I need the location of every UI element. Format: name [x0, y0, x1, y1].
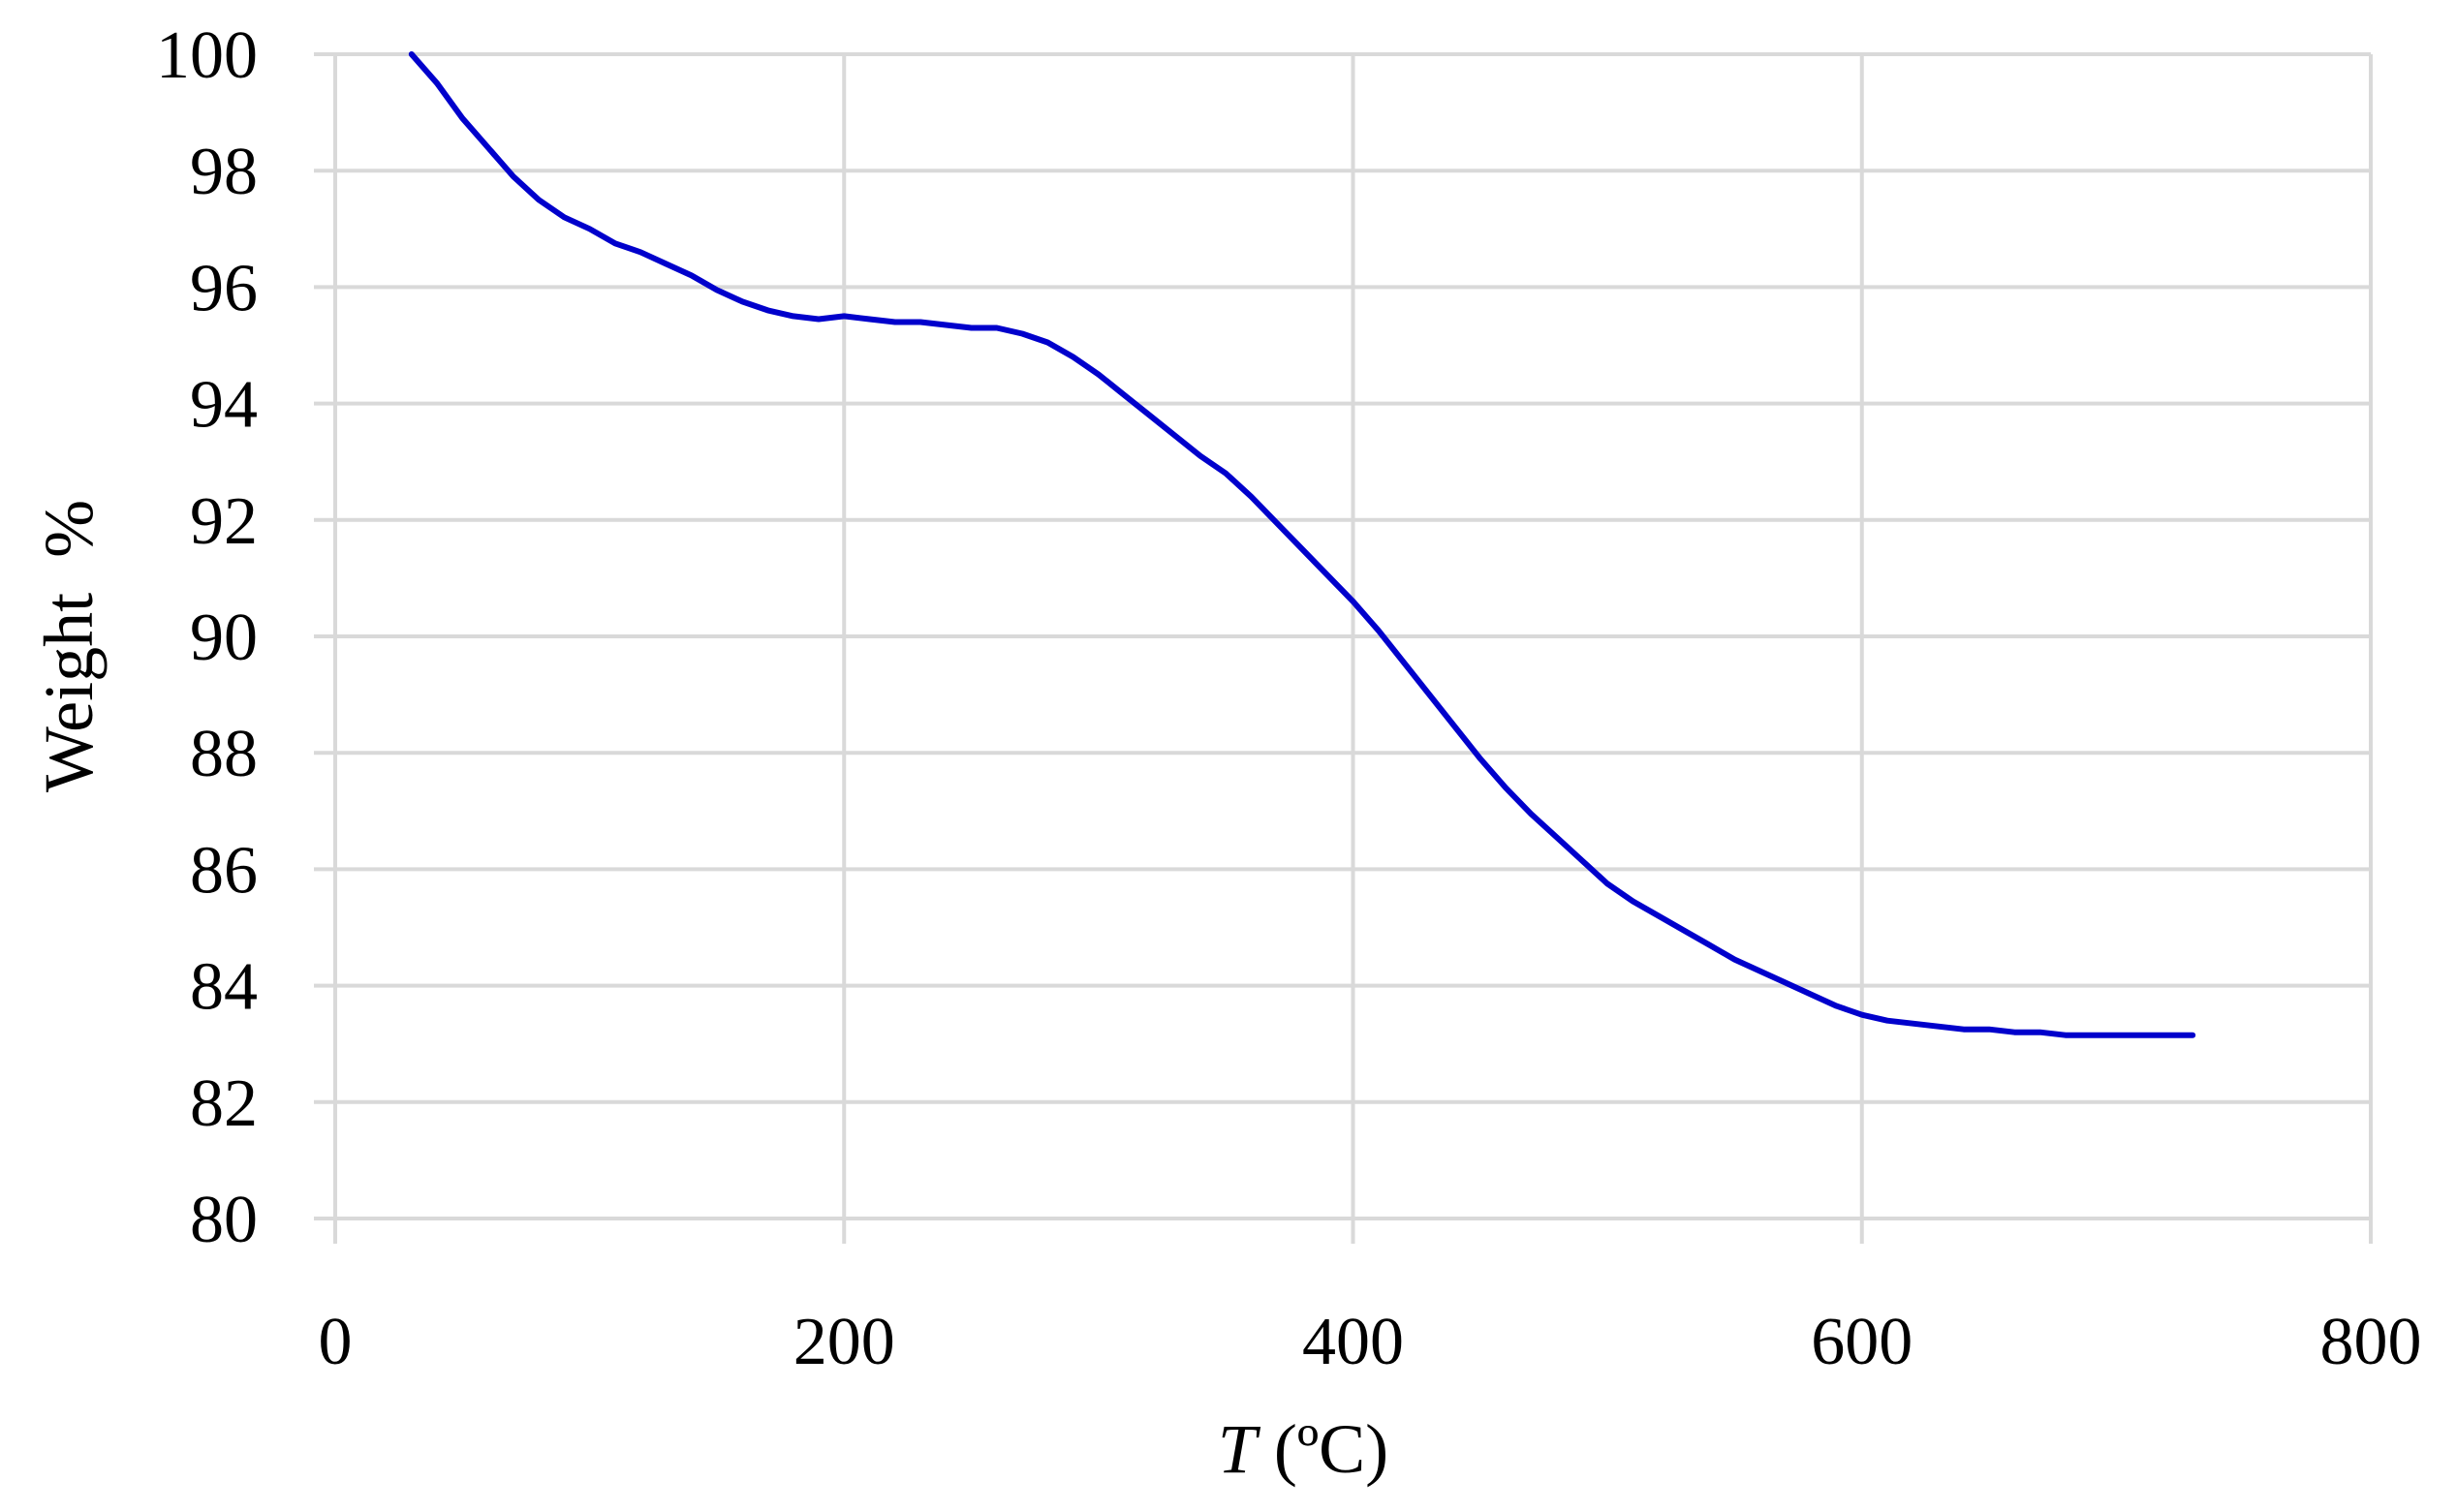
- x-tick-label: 0: [319, 1305, 353, 1379]
- series-line-0: [408, 51, 2196, 1038]
- y-tick-label: 100: [156, 18, 258, 93]
- y-tick-label: 98: [190, 135, 258, 209]
- y-tick-label: 94: [190, 368, 258, 443]
- x-tick-label: 800: [2320, 1305, 2422, 1379]
- x-tick-label: 600: [1811, 1305, 1913, 1379]
- x-tick-label: 200: [793, 1305, 895, 1379]
- tick-label-layer: 80 82 84 86 88 90 92 94 96 98 100 0 200 400 600 800: [156, 18, 2422, 1379]
- y-tick-label: 92: [190, 484, 258, 559]
- y-tick-label: 90: [190, 601, 258, 675]
- y-tick-label: 84: [190, 950, 258, 1025]
- x-axis-title-variable: T: [1218, 1410, 1261, 1488]
- x-axis-title-unit: (ºC): [1257, 1410, 1388, 1488]
- y-axis-title: Weight %: [30, 500, 108, 792]
- y-tick-label: 82: [190, 1066, 258, 1141]
- y-tick-label: 80: [190, 1183, 258, 1257]
- x-axis-title: T (ºC): [1218, 1410, 1388, 1488]
- x-tick-label: 400: [1302, 1305, 1404, 1379]
- axis-layer: [314, 52, 2373, 1244]
- series-layer: [408, 51, 2196, 1038]
- y-tick-label: 96: [190, 251, 258, 325]
- grid-layer: [335, 52, 2373, 1219]
- y-tick-label: 86: [190, 833, 258, 908]
- y-tick-label: 88: [190, 717, 258, 791]
